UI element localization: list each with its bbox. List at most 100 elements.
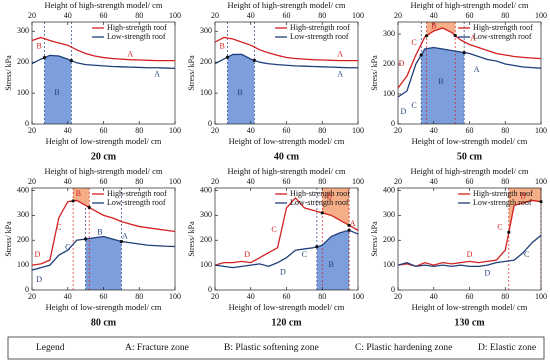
series-line	[215, 53, 358, 69]
zone-point	[315, 245, 319, 249]
zone-point	[462, 51, 466, 55]
y-tick-label: 0	[391, 119, 395, 128]
zone-letter: C	[524, 250, 529, 259]
zone-letter: D	[400, 107, 406, 116]
y-tick-label: 300	[383, 210, 395, 219]
x-tick-label: 100	[352, 126, 364, 135]
zone-point	[539, 200, 543, 204]
zone-letter: C	[56, 223, 61, 232]
zone-point	[69, 58, 73, 63]
series-line	[32, 36, 175, 62]
zone	[85, 236, 122, 290]
zone-letter: D	[399, 59, 405, 68]
x2-tick-label: 60	[466, 11, 474, 20]
panel-caption: 40 cm	[274, 151, 300, 162]
zone-letter: A	[350, 219, 356, 228]
x-tick-label: 60	[100, 126, 108, 135]
x-axis-label: Height of low-strength model/ cm	[46, 302, 162, 312]
series-line	[398, 27, 541, 89]
zone-letter: A	[470, 33, 476, 42]
zone-letter: C	[411, 101, 416, 110]
x-tick-label: 80	[501, 126, 509, 135]
legend-label: Low-strength roof	[473, 32, 532, 41]
zone-letter: A	[337, 69, 343, 78]
x-tick-label: 60	[283, 126, 291, 135]
zone-point	[347, 223, 351, 227]
zone-letter: B	[76, 189, 81, 198]
legend-item: A: Fracture zone	[125, 343, 189, 353]
y-tick-label: 300	[200, 210, 212, 219]
x2-tick-label: 60	[100, 177, 108, 186]
y-tick-label: 0	[25, 285, 29, 294]
zone-letter: B	[327, 192, 332, 201]
x2-tick-label: 80	[318, 177, 326, 186]
zone-letter: D	[244, 250, 250, 259]
x2-tick-label: 40	[64, 11, 72, 20]
x-tick-label: 100	[169, 292, 181, 301]
y-tick-label: 200	[200, 235, 212, 244]
x2-tick-label: 100	[352, 11, 364, 20]
y-tick-label: 400	[383, 185, 395, 194]
panel-caption: 20 cm	[91, 151, 117, 162]
zone-point	[507, 230, 511, 234]
panel-caption: 130 cm	[454, 317, 485, 328]
zone-letter: D	[467, 250, 473, 259]
zone-point	[71, 199, 75, 203]
panel-caption: 120 cm	[271, 317, 302, 328]
legend-label: High-strength roof	[290, 23, 350, 32]
zone	[316, 230, 350, 290]
x-tick-label: 20	[211, 292, 219, 301]
x2-tick-label: 60	[283, 11, 291, 20]
x2-tick-label: 20	[394, 177, 402, 186]
zone-point	[347, 228, 351, 232]
series-line	[215, 196, 358, 266]
zone-point	[252, 58, 256, 62]
x-tick-label: 40	[247, 126, 255, 135]
legend-label: Low-strength roof	[107, 198, 166, 207]
y-axis-label: Stress/ kPa	[187, 221, 196, 257]
zone-letter: B	[36, 42, 41, 51]
x-tick-label: 100	[352, 292, 364, 301]
x2-tick-label: 20	[211, 11, 219, 20]
y-tick-label: 300	[17, 26, 29, 35]
zone-letter: A	[154, 69, 160, 78]
legend-item: C: Plastic hardening zone	[355, 343, 452, 353]
panel-caption: 80 cm	[91, 317, 117, 328]
x-tick-label: 80	[135, 126, 143, 135]
x-tick-label: 40	[64, 126, 72, 135]
x2-tick-label: 60	[283, 177, 291, 186]
x2-tick-label: 100	[352, 177, 364, 186]
series-line	[398, 199, 541, 268]
legend-label: Low-strength roof	[107, 32, 166, 41]
x2-tick-label: 80	[318, 11, 326, 20]
x-axis-label: Height of low-strength model/ cm	[412, 136, 528, 146]
legend-label: High-strength roof	[290, 189, 350, 198]
x2-axis-label: Height of high-strength model/ cm	[44, 0, 162, 10]
zone-letter: B	[54, 88, 59, 97]
y-tick-label: 0	[25, 119, 29, 128]
series-line	[398, 46, 541, 98]
x-tick-label: 80	[135, 292, 143, 301]
zone-letter: D	[34, 250, 40, 259]
y-tick-label: 100	[383, 89, 395, 98]
x2-tick-label: 40	[64, 177, 72, 186]
x2-axis-label: Height of high-strength model/ cm	[410, 166, 528, 176]
zone-letter: A	[127, 49, 133, 58]
x-axis-label: Height of low-strength model/ cm	[229, 136, 345, 146]
y-tick-label: 300	[383, 29, 395, 38]
y-tick-label: 300	[17, 210, 29, 219]
y-tick-label: 0	[208, 285, 212, 294]
zone-letter: C	[271, 225, 276, 234]
zone-point	[84, 237, 88, 241]
x-tick-label: 60	[283, 292, 291, 301]
zone-letter: A	[122, 231, 128, 240]
zone	[421, 47, 465, 124]
x-tick-label: 20	[394, 292, 402, 301]
legend-label: Low-strength roof	[473, 198, 532, 207]
x-tick-label: 20	[28, 292, 36, 301]
zone-letter: B	[520, 192, 525, 201]
zone-letter: B	[237, 88, 242, 97]
y-tick-label: 100	[383, 260, 395, 269]
x-axis-label: Height of low-strength model/ cm	[412, 302, 528, 312]
